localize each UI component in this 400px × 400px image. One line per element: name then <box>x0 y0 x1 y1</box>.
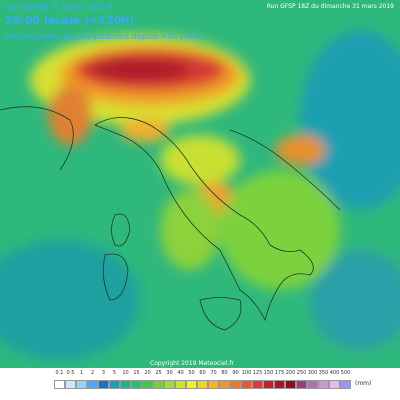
legend-label: 125 <box>252 370 263 376</box>
forecast-date: vendredi 5 avril 2019 <box>5 2 112 13</box>
legend-label: 25 <box>155 370 162 376</box>
legend-swatch <box>98 380 109 389</box>
legend-swatch <box>329 380 340 389</box>
field-name: Accumulation de précipitations depuis +0… <box>5 32 203 41</box>
legend-swatch <box>186 380 197 389</box>
legend-label: 1 <box>79 370 84 376</box>
legend-label: 50 <box>188 370 195 376</box>
legend-label: 500 <box>340 370 351 376</box>
run-info: Run GFSP 18Z du dimanche 31 mars 2019 <box>266 3 394 10</box>
legend-label: 250 <box>296 370 307 376</box>
legend-label: 40 <box>177 370 184 376</box>
legend-label: 70 <box>210 370 217 376</box>
legend-swatch <box>285 380 296 389</box>
legend-swatch <box>65 380 76 389</box>
legend-label: 60 <box>199 370 206 376</box>
legend-swatch <box>318 380 329 389</box>
legend-swatch <box>241 380 252 389</box>
legend-label: 20 <box>144 370 151 376</box>
legend-swatch <box>120 380 131 389</box>
legend-swatch <box>219 380 230 389</box>
legend: 0.1 0.5 1 2 3 5 10 15 20 25 30 40 50 60 70 80 90 100 125 15… <box>0 368 400 400</box>
legend-label: 80 <box>221 370 228 376</box>
legend-swatch <box>54 380 65 389</box>
legend-label: 400 <box>329 370 340 376</box>
legend-label: 30 <box>166 370 173 376</box>
legend-swatch <box>142 380 153 389</box>
legend-swatch <box>109 380 120 389</box>
legend-label: 5 <box>112 370 117 376</box>
coastlines <box>0 106 341 331</box>
legend-swatch <box>131 380 142 389</box>
legend-label: 200 <box>285 370 296 376</box>
legend-swatch <box>76 380 87 389</box>
legend-swatch <box>230 380 241 389</box>
legend-label: 150 <box>263 370 274 376</box>
legend-label: 15 <box>133 370 140 376</box>
legend-label: 0.5 <box>66 370 75 376</box>
legend-swatch <box>164 380 175 389</box>
legend-label: 3 <box>101 370 106 376</box>
copyright: Copyright 2019 Meteociel.fr <box>150 360 234 367</box>
legend-label: 300 <box>307 370 318 376</box>
legend-swatch <box>153 380 164 389</box>
legend-swatch <box>307 380 318 389</box>
legend-swatch <box>208 380 219 389</box>
legend-swatch <box>340 380 351 389</box>
legend-label: 350 <box>318 370 329 376</box>
legend-swatch <box>274 380 285 389</box>
legend-swatch <box>263 380 274 389</box>
legend-swatch <box>296 380 307 389</box>
legend-label: 2 <box>90 370 95 376</box>
legend-swatch <box>175 380 186 389</box>
legend-label: 0.1 <box>55 370 64 376</box>
legend-unit: (mm) <box>355 380 372 387</box>
legend-label: 90 <box>232 370 239 376</box>
legend-swatch <box>252 380 263 389</box>
legend-label: 10 <box>122 370 129 376</box>
forecast-time: 20:00 locale (+120h) <box>5 14 135 27</box>
legend-label: 175 <box>274 370 285 376</box>
legend-label: 100 <box>241 370 252 376</box>
legend-swatch <box>87 380 98 389</box>
legend-swatch <box>197 380 208 389</box>
